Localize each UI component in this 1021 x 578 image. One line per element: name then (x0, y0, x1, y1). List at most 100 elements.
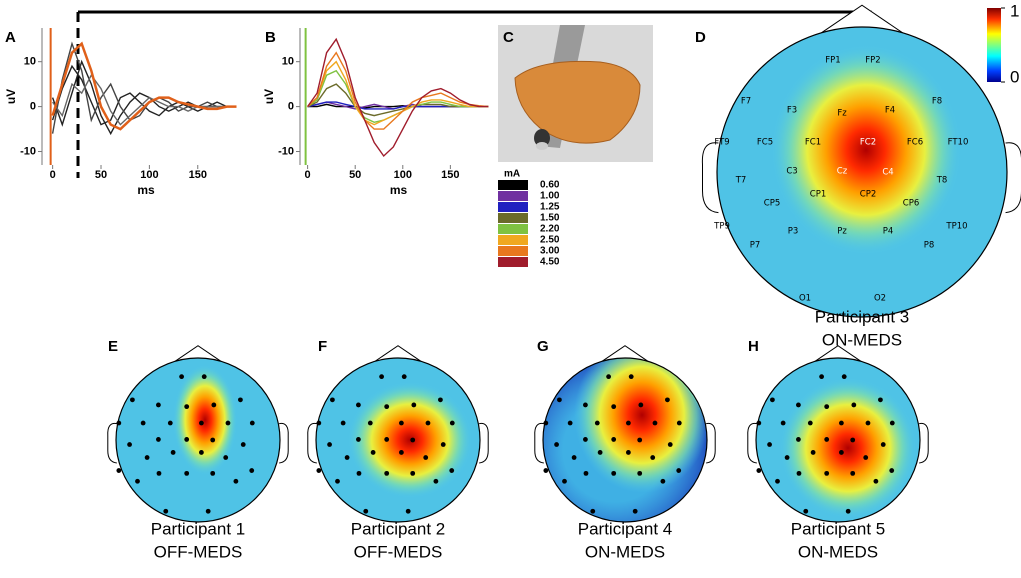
electrode (767, 442, 772, 447)
legend-swatch (498, 235, 528, 245)
electrode (583, 437, 588, 442)
trace (307, 51, 489, 130)
electrode (184, 404, 190, 410)
electrode (865, 420, 871, 426)
electrode-label: F4 (885, 106, 895, 116)
electrode (316, 420, 322, 426)
electrode (838, 420, 844, 426)
electrode-label: P7 (750, 241, 761, 251)
trace (51, 59, 237, 136)
electrode-label: Fz (837, 109, 847, 119)
electrode (116, 420, 122, 426)
electrode (156, 437, 161, 442)
electrode (198, 450, 204, 455)
topomap (534, 345, 716, 523)
electrode (652, 420, 658, 426)
electrode (756, 468, 762, 473)
topomap (747, 345, 929, 523)
electrode (367, 420, 373, 426)
electrode (356, 437, 361, 442)
legend-title: mA (504, 169, 520, 180)
legend-label: 2.50 (540, 235, 560, 246)
electrode (170, 450, 176, 455)
electrode-label: O2 (874, 294, 886, 304)
head-outline (716, 26, 1008, 318)
electrode-label: CP2 (860, 190, 876, 200)
electrode (425, 420, 431, 426)
electrode-label: Pz (837, 227, 847, 237)
ear (307, 422, 317, 464)
ear (479, 422, 489, 464)
ear (1005, 142, 1021, 214)
electrode-label: O1 (799, 294, 811, 304)
electrode (594, 420, 600, 426)
electrode (611, 470, 617, 476)
caption-participant: Participant 1 (151, 519, 246, 538)
caption-condition: ON-MEDS (822, 330, 902, 349)
electrode (637, 470, 643, 476)
electrode-label: FT10 (948, 138, 969, 148)
electrode (440, 442, 446, 447)
electrode (205, 508, 211, 514)
trace (307, 37, 489, 158)
electrode (611, 404, 617, 410)
legend-swatch (498, 180, 528, 190)
head-outline (755, 357, 921, 523)
electrode-label: CP5 (764, 199, 780, 209)
electrode (606, 374, 611, 380)
panel-label: C (503, 29, 514, 46)
electrode (340, 420, 346, 426)
electrode-label: TP10 (945, 222, 967, 232)
electrode (316, 468, 322, 473)
legend-label: 1.00 (540, 191, 560, 202)
electrode (650, 455, 656, 460)
caption-participant: Participant 5 (791, 519, 886, 538)
electrode (571, 455, 577, 460)
electrode (225, 420, 231, 426)
electrode (878, 397, 883, 403)
topomap (307, 345, 489, 523)
electrode (130, 397, 135, 403)
electrode (240, 442, 246, 447)
legend-label: 2.20 (540, 224, 560, 235)
hotspot (173, 365, 237, 475)
trace (51, 41, 237, 131)
electrode (433, 478, 439, 484)
hotspot (574, 358, 707, 493)
electrode (384, 470, 390, 476)
trace (52, 73, 237, 126)
electrode (583, 470, 589, 476)
electrode (807, 420, 813, 426)
nose (174, 345, 222, 362)
legend-swatch (498, 191, 528, 201)
colorbar-label: 1 (1010, 1, 1019, 20)
electrode (597, 450, 603, 455)
electrode (632, 508, 638, 514)
caption-condition: ON-MEDS (798, 542, 878, 561)
panel-label: D (695, 29, 706, 46)
electrode (184, 437, 190, 442)
electrode (210, 437, 216, 443)
electrode (401, 374, 407, 380)
electrode (625, 420, 631, 426)
electrode (330, 397, 335, 403)
nose (821, 4, 903, 34)
electrode (756, 420, 762, 426)
ear (279, 422, 289, 464)
ear (534, 422, 544, 464)
electrode (562, 478, 567, 484)
nose (814, 345, 862, 362)
x-axis-label: ms (390, 183, 408, 197)
trace (51, 41, 237, 134)
electrode (665, 397, 670, 403)
hotspot (771, 45, 961, 255)
electrode (249, 468, 255, 473)
caption-participant: Participant 3 (815, 307, 910, 326)
electrode-label: Cz (837, 167, 848, 177)
electrode-label: FC1 (805, 138, 821, 148)
topomap (107, 345, 289, 523)
caption-participant: Participant 4 (578, 519, 673, 538)
electrode (889, 468, 895, 473)
electrode-label: F7 (741, 97, 751, 107)
device-image (498, 25, 653, 162)
